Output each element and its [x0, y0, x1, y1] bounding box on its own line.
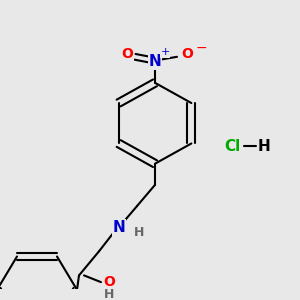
Text: Cl: Cl — [224, 139, 240, 154]
Text: −: − — [195, 41, 207, 55]
Text: H: H — [258, 139, 270, 154]
Text: O: O — [121, 47, 133, 61]
Text: O: O — [181, 47, 193, 61]
Text: H: H — [134, 226, 144, 238]
Text: +: + — [160, 47, 170, 57]
Text: N: N — [148, 54, 161, 69]
Text: H: H — [104, 288, 114, 300]
Text: O: O — [103, 275, 115, 289]
Text: N: N — [112, 220, 125, 235]
